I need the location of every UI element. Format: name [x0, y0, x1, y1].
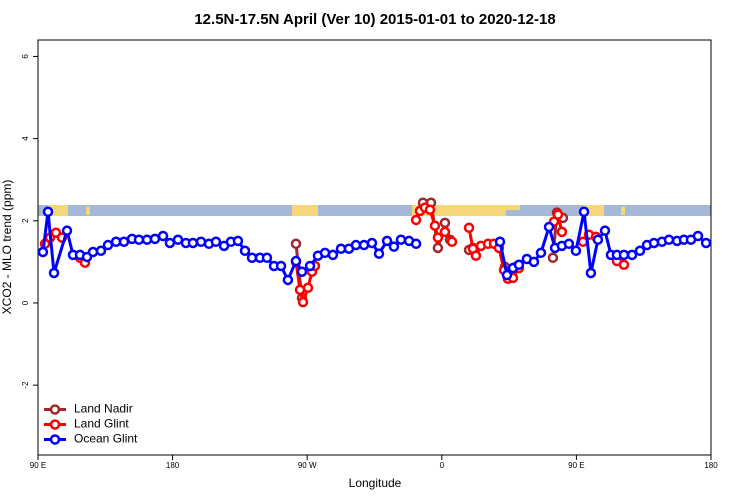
legend-label: Land Glint — [74, 417, 129, 431]
data-point — [373, 248, 385, 259]
chart-title: 12.5N-17.5N April (Ver 10) 2015-01-01 to… — [194, 11, 555, 28]
data-point — [535, 247, 547, 259]
legend-marker — [49, 434, 61, 445]
data-point — [463, 222, 475, 234]
x-tick-label: 180 — [704, 461, 718, 470]
data-point — [48, 267, 60, 279]
x-tick-label: 90 E — [568, 461, 584, 470]
data-point — [290, 238, 302, 250]
data-point — [395, 234, 407, 245]
data-point — [133, 234, 145, 245]
land-mask — [38, 205, 711, 216]
data-point — [239, 245, 251, 257]
data-point — [618, 249, 630, 261]
data-point — [302, 282, 314, 294]
data-point — [494, 236, 506, 247]
data-point — [37, 246, 49, 258]
y-tick-label: 6 — [21, 54, 30, 59]
data-point — [410, 214, 422, 226]
data-point — [297, 296, 309, 308]
data-point — [556, 226, 568, 238]
data-point — [446, 236, 458, 247]
data-point — [261, 252, 273, 264]
y-tick-label: 4 — [21, 136, 30, 141]
plot-frame — [37, 39, 712, 456]
x-tick-label: 180 — [166, 461, 180, 470]
legend-label: Ocean Glint — [74, 432, 138, 446]
data-point — [501, 269, 513, 281]
data-point — [381, 235, 393, 247]
data-point — [327, 249, 339, 261]
data-point — [563, 238, 575, 250]
y-tick-label: 0 — [21, 300, 30, 305]
data-point — [439, 217, 451, 229]
data-point — [513, 259, 525, 271]
data-point — [700, 237, 712, 249]
data-point — [439, 226, 451, 238]
data-point — [599, 225, 611, 236]
data-point — [232, 235, 244, 247]
land-patch — [621, 207, 625, 215]
data-point — [570, 245, 582, 257]
data-point — [157, 230, 169, 242]
legend-marker — [49, 419, 61, 430]
land-patch — [583, 205, 604, 216]
land-patch — [86, 207, 90, 215]
data-point — [648, 237, 660, 249]
data-point — [187, 237, 199, 249]
data-point — [692, 230, 704, 242]
data-point — [282, 274, 294, 286]
data-point — [118, 236, 130, 247]
data-point — [634, 245, 646, 257]
data-point — [592, 234, 604, 245]
data-point — [210, 236, 222, 247]
data-point — [424, 204, 436, 215]
data-point — [578, 206, 590, 218]
y-axis-label: XCO2 - MLO trend (ppm) — [0, 180, 14, 315]
data-point — [388, 241, 400, 252]
data-point — [618, 259, 630, 271]
y-tick-label: -2 — [21, 381, 30, 389]
data-point — [290, 255, 302, 267]
legend-marker — [49, 404, 61, 415]
data-point — [296, 266, 308, 277]
data-point — [470, 250, 482, 261]
data-point — [528, 256, 540, 268]
data-point — [87, 246, 99, 258]
data-point — [102, 239, 114, 251]
legend-label: Land Nadir — [74, 402, 133, 416]
data-point — [429, 220, 441, 231]
x-axis-label: Longitude — [349, 476, 402, 490]
data-point — [95, 245, 107, 257]
land-patch — [506, 205, 520, 210]
data-point — [663, 234, 675, 245]
x-tick-label: 0 — [440, 461, 445, 470]
land-patch — [48, 205, 68, 216]
x-tick-label: 90 W — [298, 461, 317, 470]
data-point — [432, 242, 444, 254]
data-point — [626, 249, 638, 261]
data-point — [366, 237, 378, 249]
data-point — [149, 233, 161, 245]
data-point — [42, 206, 54, 218]
ocean-strip — [38, 205, 711, 216]
data-point — [552, 209, 564, 220]
data-point — [164, 237, 176, 249]
land-patch — [292, 205, 318, 216]
data-point — [547, 252, 559, 264]
data-point — [61, 225, 73, 236]
data-point — [410, 238, 422, 250]
x-tick-label: 90 E — [30, 461, 46, 470]
data-point — [585, 267, 597, 279]
data-point — [350, 239, 362, 251]
data-point — [432, 232, 444, 243]
land-patch — [412, 205, 506, 216]
data-point — [275, 260, 287, 272]
data-point — [543, 221, 555, 233]
data-point — [304, 260, 316, 272]
y-tick-label: 2 — [21, 218, 30, 223]
